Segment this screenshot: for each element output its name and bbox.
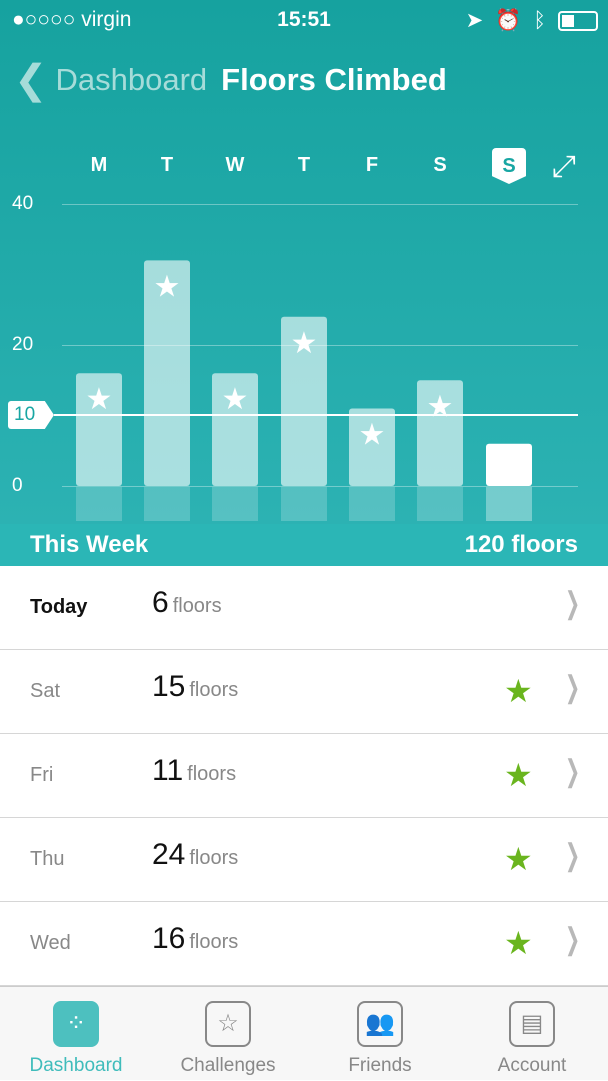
star-icon: ★	[291, 327, 318, 360]
star-icon: ★	[222, 383, 249, 416]
chevron-right-icon: ❯	[565, 671, 581, 704]
bar[interactable]	[144, 260, 190, 486]
star-icon: ★	[427, 390, 454, 423]
day-label[interactable]: T	[160, 154, 174, 176]
bar-reflection	[486, 487, 532, 521]
tab-label: Dashboard	[29, 1055, 123, 1076]
gridline	[62, 204, 578, 205]
tab-label: Friends	[348, 1055, 412, 1076]
row-value: 15 floors	[152, 670, 239, 703]
star-icon: ★	[504, 925, 533, 961]
bar[interactable]	[486, 443, 532, 486]
summary-total: 120 floors	[464, 531, 578, 558]
day-label[interactable]: T	[297, 154, 311, 176]
tab-friends[interactable]: 👥 Friends	[304, 987, 456, 1081]
bluetooth-icon: ᛒ	[533, 8, 546, 32]
alarm-icon: ⏰	[495, 8, 522, 32]
goal-line	[54, 414, 578, 416]
tab-label: Challenges	[180, 1055, 276, 1076]
bar[interactable]	[417, 380, 463, 486]
summary-label: This Week	[30, 531, 149, 558]
bar-reflection	[212, 487, 258, 521]
row-unit: floors	[189, 679, 239, 701]
row-day: Today	[30, 596, 88, 618]
day-label[interactable]: S	[492, 148, 526, 184]
gridline	[62, 486, 578, 487]
fitbit-dots-icon: ⁘	[53, 1001, 99, 1047]
carrier: ●○○○○ virgin	[12, 8, 132, 31]
bar-reflection	[349, 487, 395, 521]
row-day: Fri	[30, 764, 54, 786]
star-icon: ★	[359, 418, 386, 451]
star-icon: ★	[86, 383, 113, 416]
list-item[interactable]: Thu 24 floors ★ ❯	[0, 818, 608, 902]
tab-label: Account	[497, 1055, 567, 1076]
chevron-right-icon: ❯	[565, 839, 581, 872]
list-item[interactable]: Fri 11 floors ★ ❯	[0, 734, 608, 818]
page-title: Floors Climbed	[221, 62, 447, 97]
row-unit: floors	[172, 595, 222, 617]
back-label: Dashboard	[55, 62, 208, 97]
tab-account[interactable]: ▤ Account	[456, 987, 608, 1081]
row-unit: floors	[189, 931, 239, 953]
bar-reflection	[281, 487, 327, 521]
day-label[interactable]: W	[225, 154, 245, 176]
chevron-right-icon: ❯	[565, 755, 581, 788]
row-day: Thu	[30, 848, 65, 870]
bar-reflection	[144, 487, 190, 521]
bar[interactable]	[349, 408, 395, 486]
day-label[interactable]: M	[90, 154, 108, 176]
bar[interactable]	[212, 373, 258, 486]
chevron-left-icon: ❮	[14, 58, 48, 102]
chevron-right-icon: ❯	[565, 923, 581, 956]
tab-challenges[interactable]: ☆ Challenges	[152, 987, 304, 1081]
bar-chart: ★ ★ ★ ★ ★ ★	[76, 260, 532, 521]
status-bar: ●○○○○ virgin 15:51 ➤ ⏰ ᛒ	[0, 6, 608, 36]
week-summary: This Week 120 floors	[0, 524, 608, 566]
shield-star-icon: ☆	[205, 1001, 251, 1047]
row-value: 24 floors	[152, 838, 239, 871]
goal-label: 10	[8, 401, 54, 429]
star-icon: ★	[504, 673, 533, 709]
tab-dashboard[interactable]: ⁘ Dashboard	[0, 987, 152, 1081]
day-label[interactable]: S	[433, 154, 447, 176]
expand-icon[interactable]: ⤢	[552, 150, 576, 183]
tab-bar: ⁘ Dashboard ☆ Challenges 👥 Friends ▤ Account	[0, 986, 608, 1080]
bar[interactable]	[76, 373, 122, 486]
nav-bar: ❮ Dashboard Floors Climbed	[14, 58, 447, 102]
bar[interactable]	[281, 316, 327, 486]
list-item[interactable]: Wed 16 floors ★ ❯	[0, 902, 608, 986]
row-value: 11 floors	[152, 754, 237, 787]
people-icon: 👥	[357, 1001, 403, 1047]
day-label[interactable]: F	[365, 154, 379, 176]
row-day: Sat	[30, 680, 61, 702]
back-button[interactable]: ❮ Dashboard	[14, 57, 207, 103]
clock: 15:51	[277, 8, 331, 31]
y-tick: 20	[12, 334, 34, 355]
star-icon: ★	[504, 841, 533, 877]
row-unit: floors	[189, 847, 239, 869]
list-item[interactable]: Today 6 floors ❯	[0, 566, 608, 650]
y-tick: 40	[12, 193, 34, 214]
id-card-icon: ▤	[509, 1001, 555, 1047]
list-item[interactable]: Sat 15 floors ★ ❯	[0, 650, 608, 734]
row-day: Wed	[30, 932, 71, 954]
star-icon: ★	[504, 757, 533, 793]
y-tick: 0	[12, 475, 23, 496]
bar-reflection	[417, 487, 463, 521]
location-icon: ➤	[465, 9, 484, 32]
chevron-right-icon: ❯	[565, 587, 581, 620]
row-unit: floors	[187, 763, 237, 785]
star-icon: ★	[154, 270, 181, 303]
row-value: 6 floors	[152, 586, 222, 619]
battery-icon	[558, 10, 598, 31]
row-value: 16 floors	[152, 922, 239, 955]
bar-reflection	[76, 487, 122, 521]
